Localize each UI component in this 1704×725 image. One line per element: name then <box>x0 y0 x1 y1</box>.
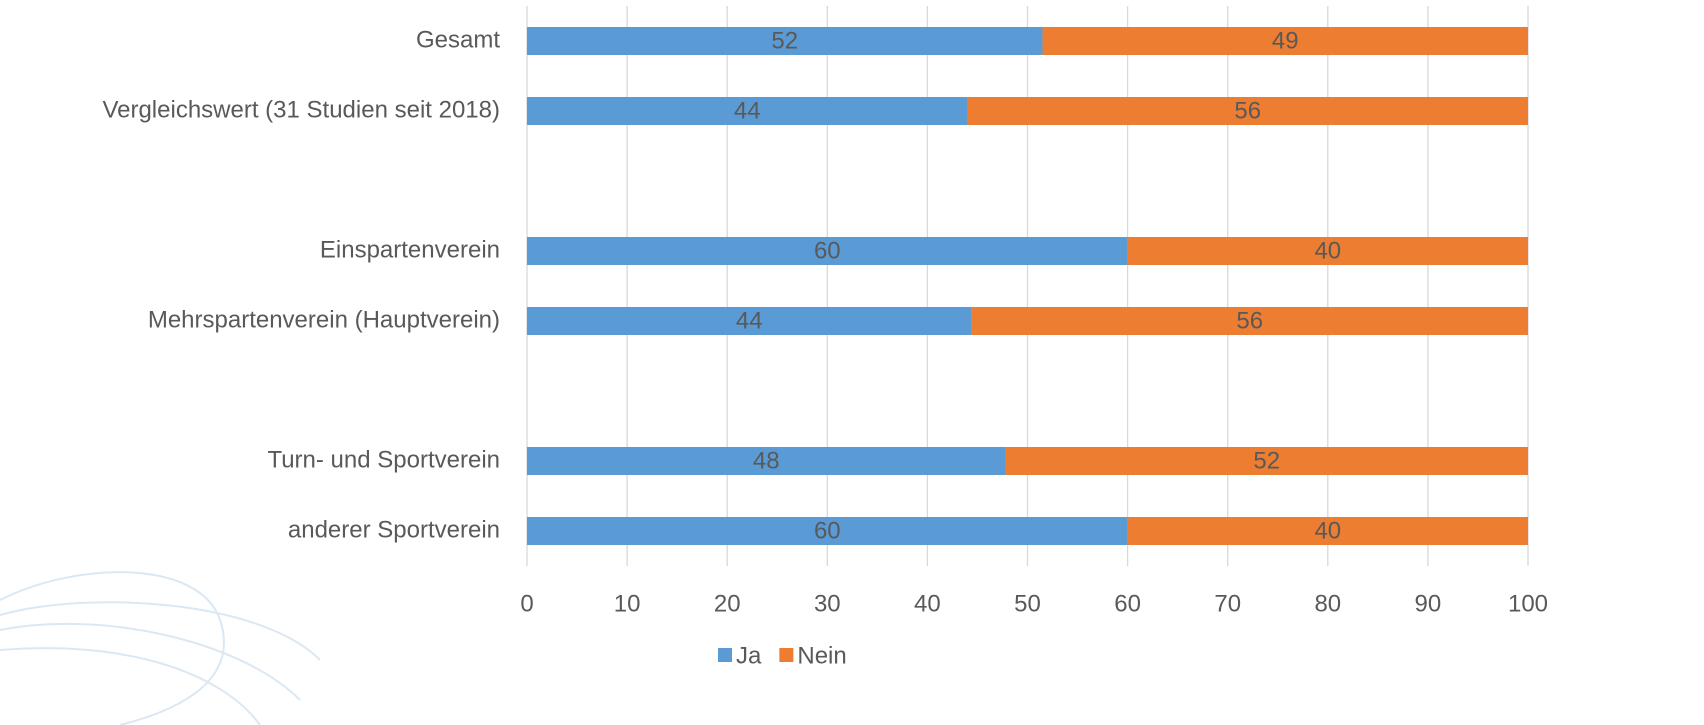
data-label: 56 <box>1234 97 1261 124</box>
legend-swatch <box>779 648 794 662</box>
x-tick-label: 70 <box>1214 590 1241 617</box>
bar-segment <box>1005 447 1528 475</box>
x-tick-label: 50 <box>1014 590 1041 617</box>
data-label: 52 <box>771 27 798 54</box>
bar-segment <box>527 447 1006 475</box>
bar-segment <box>527 97 968 125</box>
y-tick-label: Gesamt <box>416 26 500 53</box>
bar-segment <box>1127 517 1528 545</box>
data-label: 56 <box>1236 307 1263 334</box>
legend-label: Ja <box>736 642 762 669</box>
y-tick-label: anderer Sportverein <box>288 516 500 543</box>
data-label: 40 <box>1314 517 1341 544</box>
bar-segment <box>967 97 1528 125</box>
data-label: 44 <box>736 307 763 334</box>
decoration <box>0 571 321 725</box>
x-tick-label: 30 <box>814 590 841 617</box>
legend-swatch <box>718 648 732 662</box>
data-label: 49 <box>1272 27 1299 54</box>
x-tick-label: 90 <box>1415 590 1442 617</box>
bar-segment <box>527 517 1128 545</box>
x-tick-label: 40 <box>914 590 941 617</box>
bar-segment <box>971 307 1528 335</box>
x-tick-label: 0 <box>520 590 533 617</box>
data-label: 40 <box>1314 237 1341 264</box>
y-tick-label: Mehrspartenverein (Hauptverein) <box>148 306 500 333</box>
x-tick-label: 60 <box>1114 590 1141 617</box>
legend-label: Nein <box>797 642 846 669</box>
x-tick-label: 80 <box>1314 590 1341 617</box>
y-tick-label: Turn- und Sportverein <box>267 446 500 473</box>
data-label: 60 <box>814 237 841 264</box>
data-label: 48 <box>753 447 780 474</box>
data-label: 44 <box>734 97 761 124</box>
data-label: 52 <box>1253 447 1280 474</box>
bar-segment <box>1127 237 1528 265</box>
bar-segment <box>1042 27 1528 55</box>
bar-segment <box>527 27 1043 55</box>
y-tick-label: Vergleichswert (31 Studien seit 2018) <box>102 96 500 123</box>
bar-segment <box>527 237 1128 265</box>
y-tick-label: Einspartenverein <box>320 236 500 263</box>
x-tick-label: 100 <box>1508 590 1548 617</box>
bar-segment <box>527 307 972 335</box>
data-label: 60 <box>814 517 841 544</box>
x-tick-label: 10 <box>614 590 641 617</box>
x-tick-label: 20 <box>714 590 741 617</box>
